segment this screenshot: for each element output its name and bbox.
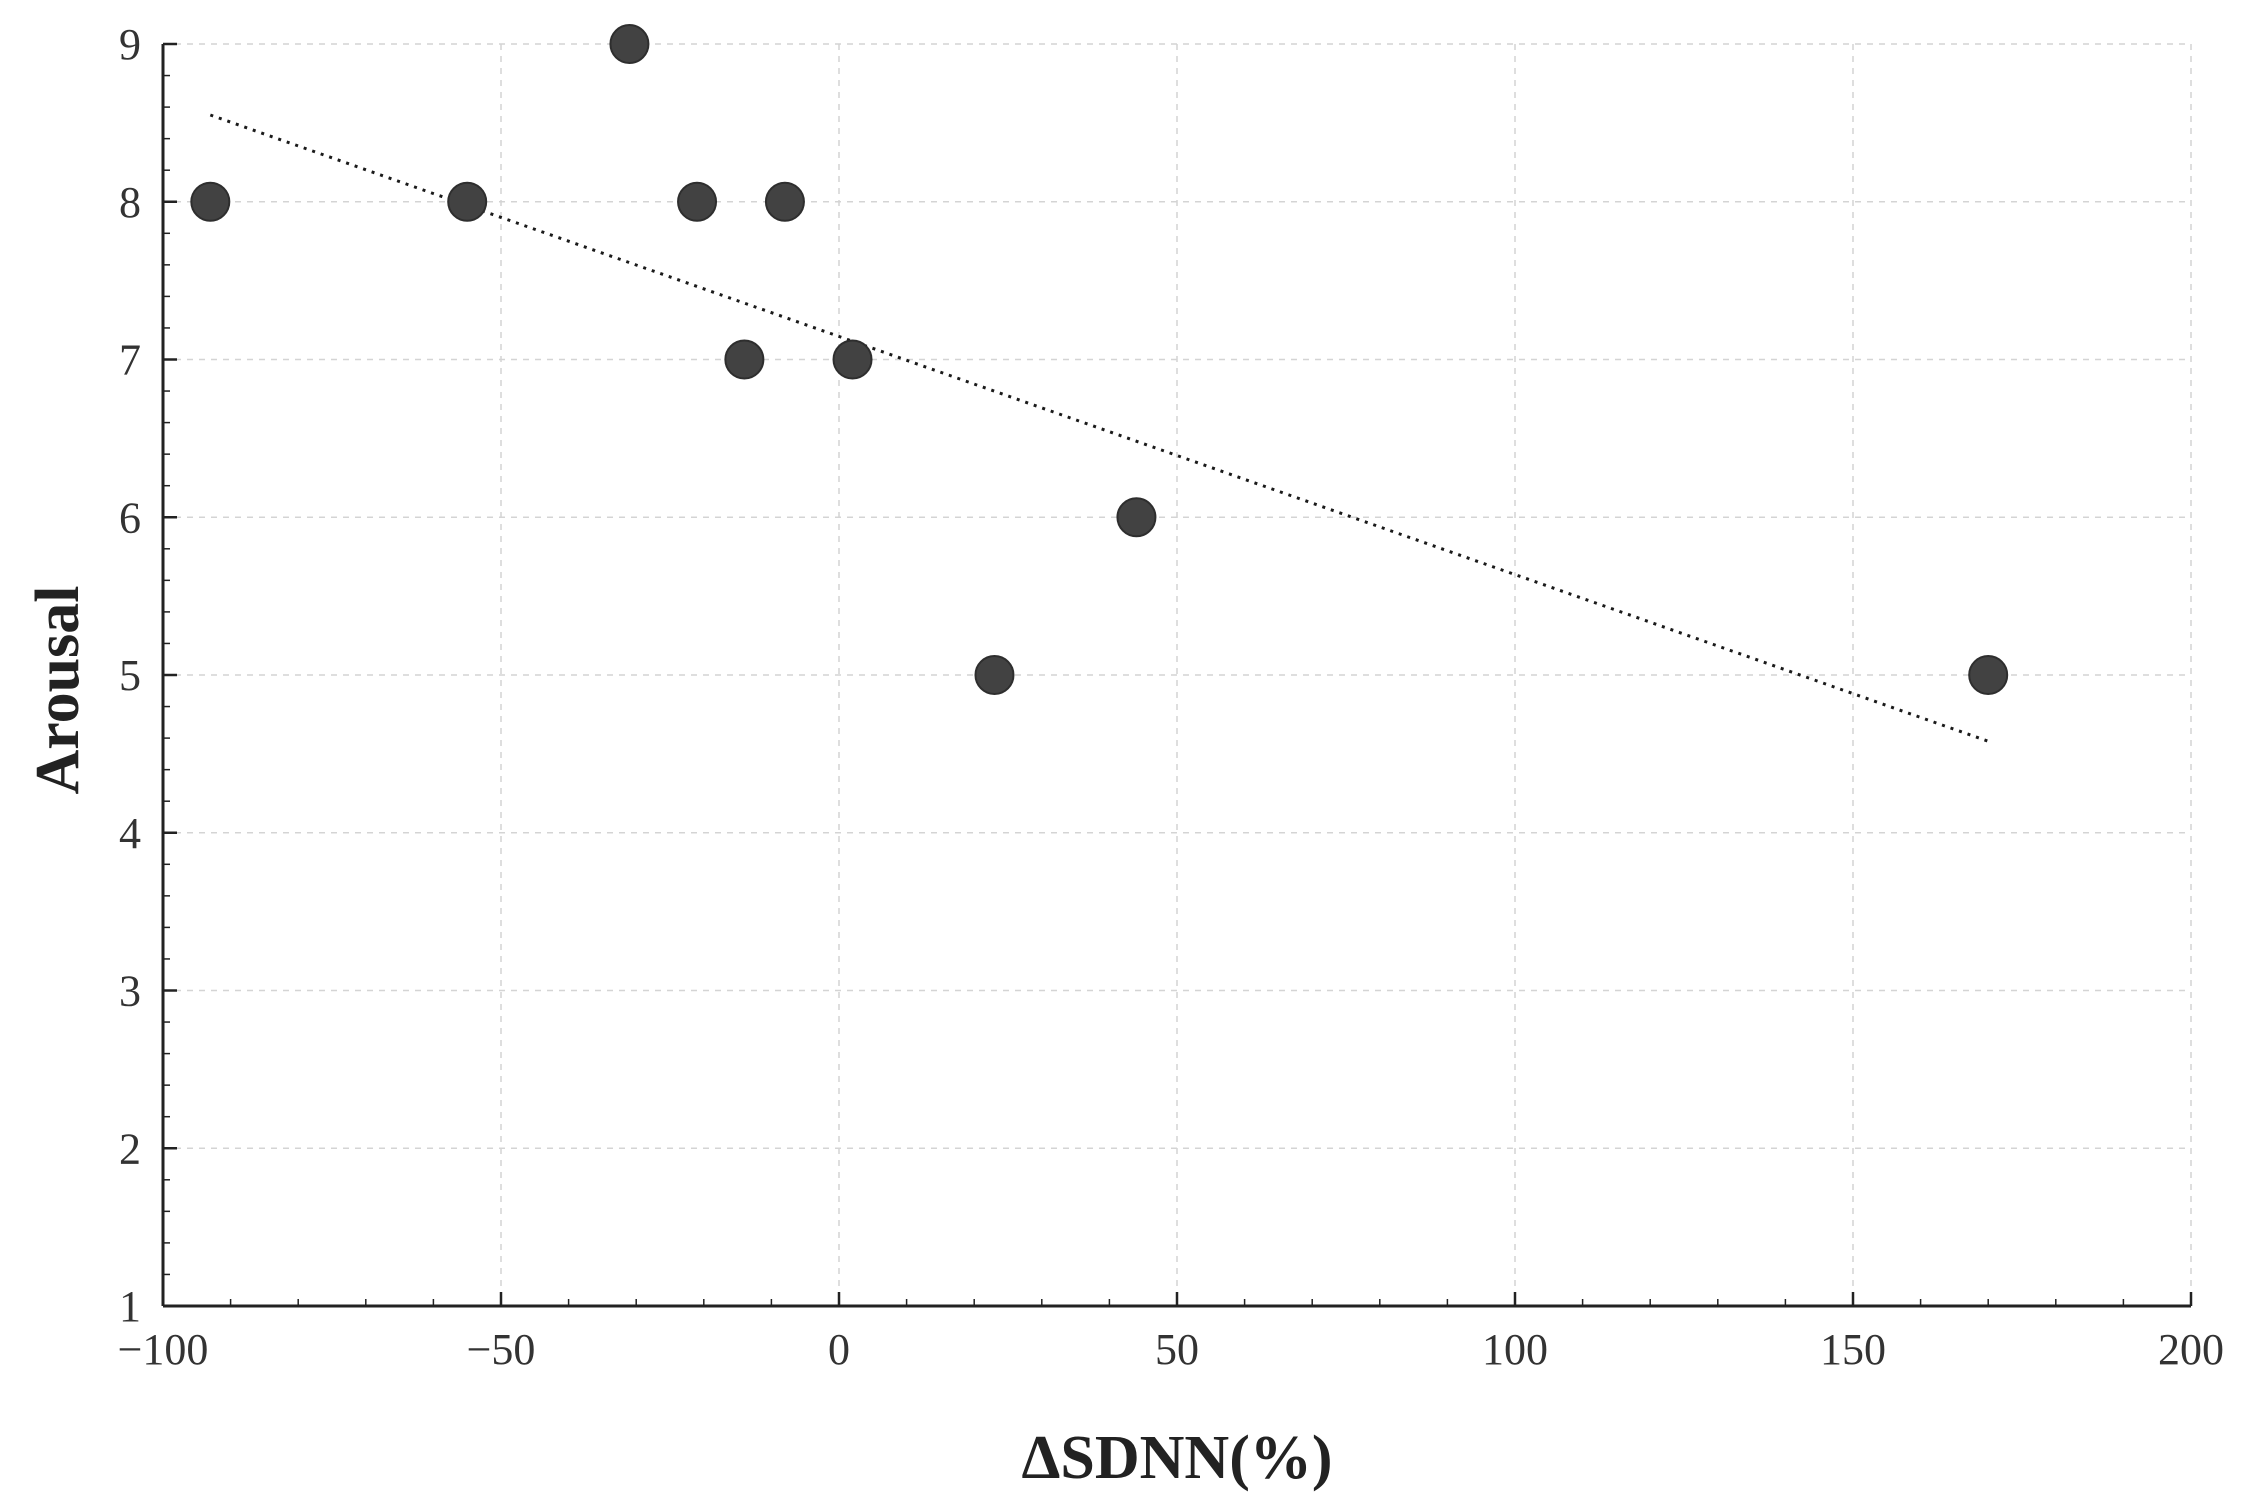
data-point <box>724 339 765 380</box>
grid-layer <box>163 43 2192 1306</box>
data-point <box>677 181 718 222</box>
x-axis-title: ΔSDNN(%) <box>1022 1424 1333 1492</box>
y-tick-label: 8 <box>119 178 141 227</box>
data-point <box>974 655 1015 695</box>
y-tick-label: 5 <box>119 651 141 700</box>
data-point <box>609 24 650 64</box>
x-tick-label: −100 <box>118 1325 209 1374</box>
y-tick-label: 1 <box>119 1282 141 1331</box>
y-tick-label: 2 <box>119 1124 141 1173</box>
x-tick-label: 200 <box>2158 1325 2224 1374</box>
y-tick-label: 6 <box>119 493 141 542</box>
points-layer <box>190 24 2009 695</box>
data-point <box>190 181 231 222</box>
x-tick-label: 100 <box>1482 1325 1548 1374</box>
data-point <box>447 181 488 222</box>
y-tick-label: 4 <box>119 809 141 858</box>
data-point <box>1968 655 2009 695</box>
data-point <box>764 181 805 222</box>
y-tick-label: 3 <box>119 967 141 1016</box>
y-axis-title: Arousal <box>24 585 92 794</box>
axes-layer: 1 2 3 4 5 6 7 8 9 −100 −50 0 50 100 150 200 <box>118 20 2224 1374</box>
x-tick-label: −50 <box>467 1325 536 1374</box>
x-tick-label: 50 <box>1155 1325 1199 1374</box>
y-tick-label: 7 <box>119 336 141 385</box>
data-point <box>1116 497 1157 538</box>
x-tick-label: 150 <box>1820 1325 1886 1374</box>
y-tick-label: 9 <box>119 20 141 69</box>
x-tick-label: 0 <box>828 1325 850 1374</box>
data-point <box>832 339 873 380</box>
